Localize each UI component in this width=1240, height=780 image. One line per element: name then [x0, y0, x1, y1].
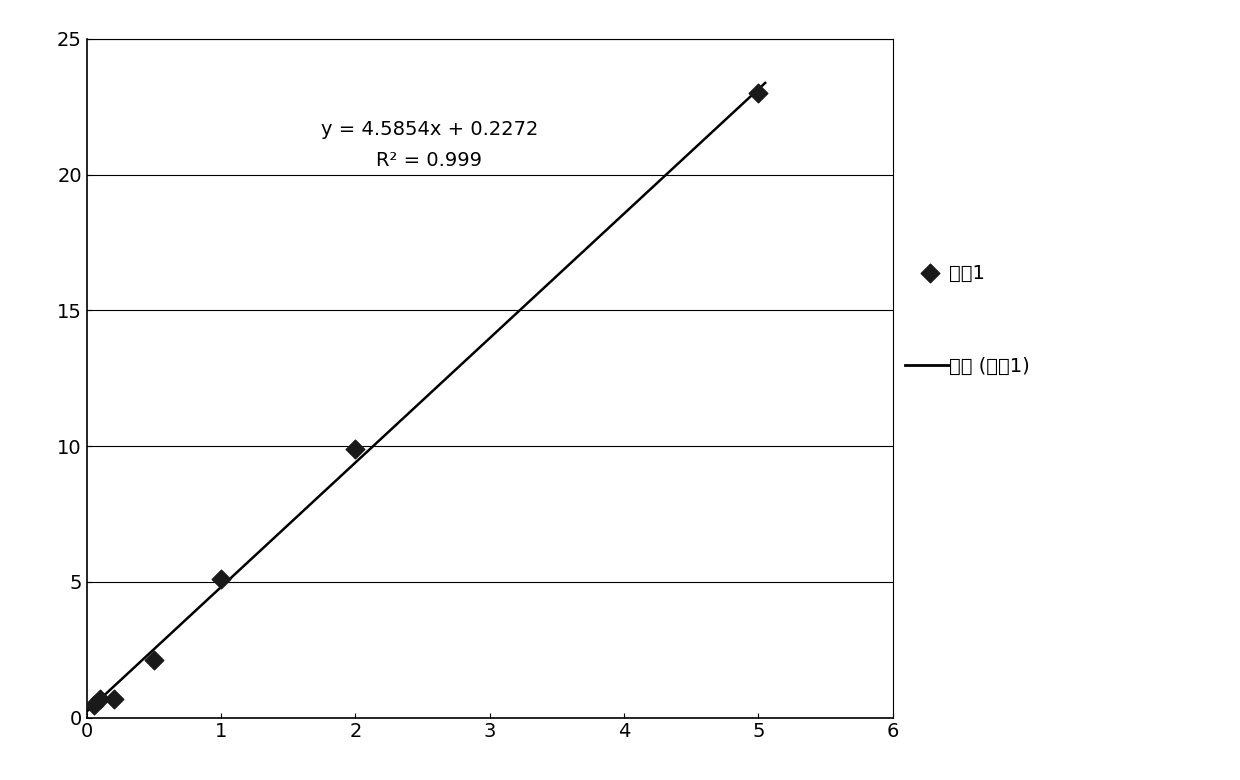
Point	[920, 267, 940, 279]
线性 (系列1)	[481, 335, 496, 344]
系列1	[91, 693, 110, 705]
线性 (系列1)	[495, 322, 510, 332]
线性 (系列1)	[694, 137, 709, 147]
系列1	[144, 654, 164, 666]
Text: y = 4.5854x + 0.2272
R² = 0.999: y = 4.5854x + 0.2272 R² = 0.999	[321, 120, 538, 171]
系列1	[346, 442, 366, 455]
系列1	[211, 573, 231, 586]
系列1	[83, 699, 103, 711]
Text: 线性 (系列1): 线性 (系列1)	[949, 357, 1029, 376]
Text: 系列1: 系列1	[949, 264, 985, 282]
系列1	[104, 693, 124, 705]
线性 (系列1)	[79, 707, 94, 716]
线性 (系列1)	[651, 177, 666, 186]
Line: 线性 (系列1): 线性 (系列1)	[87, 83, 765, 711]
线性 (系列1)	[484, 332, 498, 342]
线性 (系列1)	[758, 78, 773, 87]
系列1	[749, 87, 769, 100]
线性 (系列1)	[82, 704, 97, 714]
